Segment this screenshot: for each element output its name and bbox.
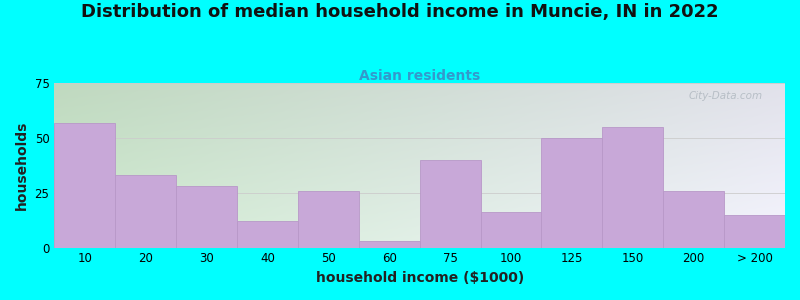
Bar (298, 190, 358, 248)
Bar (237, 221, 298, 248)
Y-axis label: households: households (15, 121, 29, 210)
Title: Asian residents: Asian residents (359, 69, 480, 83)
Bar (358, 241, 420, 247)
Bar (663, 190, 724, 248)
Bar (724, 215, 785, 247)
Bar (602, 127, 663, 248)
Bar (542, 138, 602, 248)
Text: City-Data.com: City-Data.com (689, 91, 763, 101)
Bar (115, 175, 176, 248)
Bar (481, 212, 542, 247)
Bar (420, 160, 481, 248)
Text: Distribution of median household income in Muncie, IN in 2022: Distribution of median household income … (81, 3, 719, 21)
Bar (54, 122, 115, 248)
Bar (176, 186, 237, 248)
X-axis label: household income ($1000): household income ($1000) (315, 271, 524, 285)
